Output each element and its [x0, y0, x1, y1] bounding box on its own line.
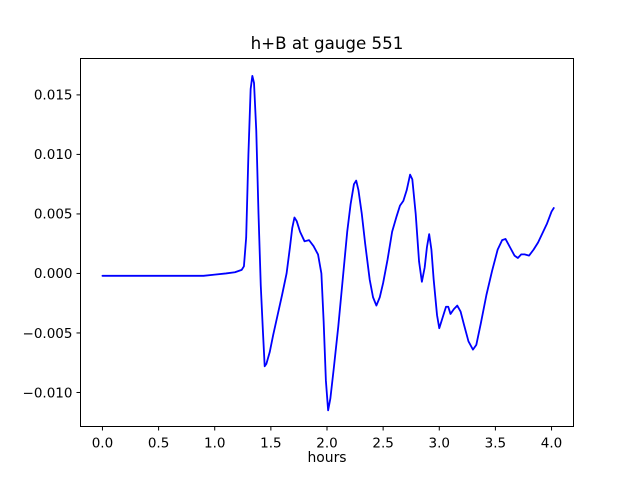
- x-tick-label: 1.5: [260, 436, 281, 452]
- x-tick-label: 3.5: [485, 436, 506, 452]
- y-tick-label: 0.000: [34, 266, 73, 282]
- y-tick-label: −0.005: [23, 326, 73, 342]
- data-line: [101, 74, 555, 412]
- x-tick-label: 0.0: [92, 436, 113, 452]
- x-tick-label: 2.5: [372, 436, 393, 452]
- x-tick-label: 2.0: [316, 436, 337, 452]
- chart-title: h+B at gauge 551: [250, 33, 404, 53]
- y-tick-label: −0.010: [23, 385, 73, 401]
- y-tick-label: 0.015: [34, 88, 73, 104]
- x-tick-label: 3.0: [429, 436, 450, 452]
- y-tick-label: 0.010: [34, 147, 73, 163]
- x-tick-label: 0.5: [148, 436, 169, 452]
- x-tick-label: 4.0: [541, 436, 562, 452]
- x-axis-label: hours: [307, 450, 347, 466]
- y-tick-label: 0.005: [34, 207, 73, 223]
- axes-frame: [80, 58, 574, 427]
- x-tick-label: 1.0: [204, 436, 225, 452]
